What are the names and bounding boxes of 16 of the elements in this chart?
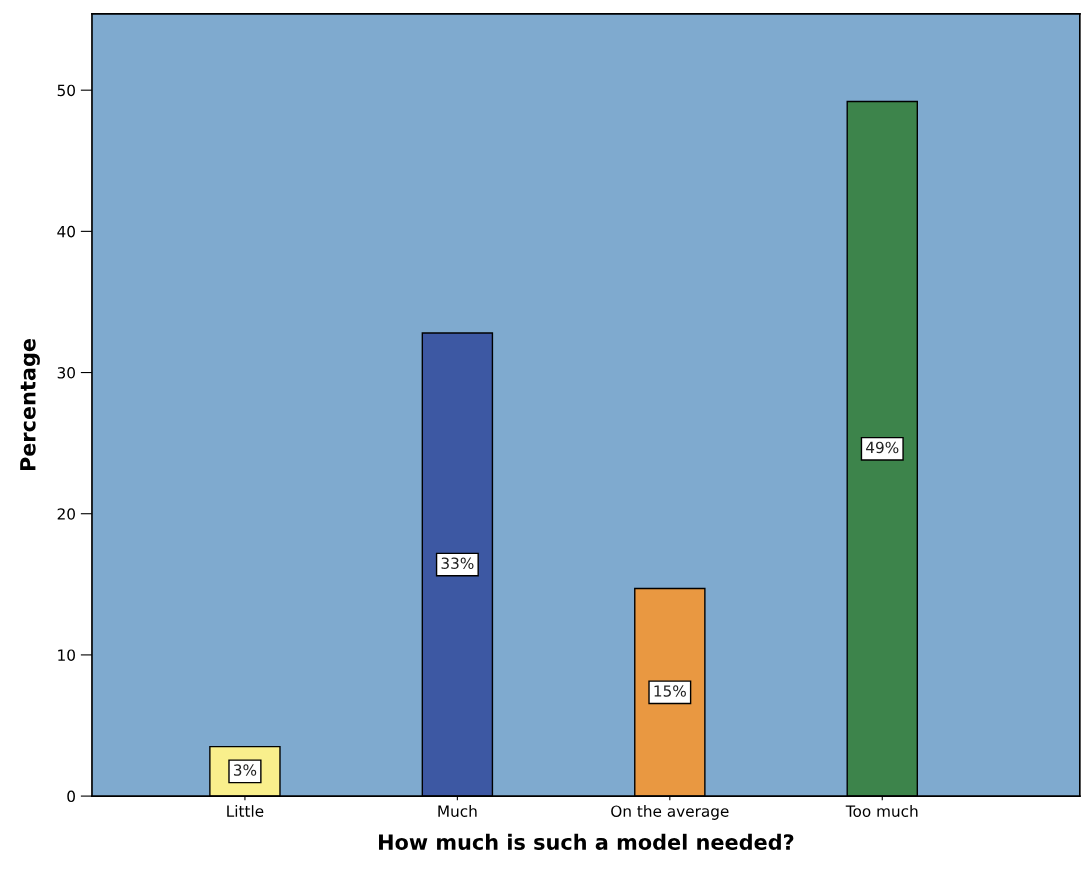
y-tick-label: 0 — [67, 790, 75, 803]
y-tick-label: 10 — [58, 649, 75, 661]
y-axis-title: Percentage — [20, 339, 40, 471]
data-label: 3% — [233, 764, 257, 776]
x-axis-title: How much is such a model needed? — [379, 833, 794, 850]
x-tick-label: On the average — [611, 805, 729, 820]
y-tick-label: 40 — [57, 225, 75, 238]
x-tick-label: Too much — [845, 805, 918, 817]
y-tick-label: 20 — [57, 508, 75, 520]
data-label: 49% — [866, 441, 899, 454]
data-label: 33% — [441, 557, 474, 569]
x-tick-label: Much — [438, 805, 477, 817]
data-label: 15% — [654, 685, 686, 697]
y-tick-label: 50 — [57, 84, 75, 97]
x-tick-label: Little — [227, 805, 264, 817]
y-tick-label: 30 — [57, 367, 75, 379]
